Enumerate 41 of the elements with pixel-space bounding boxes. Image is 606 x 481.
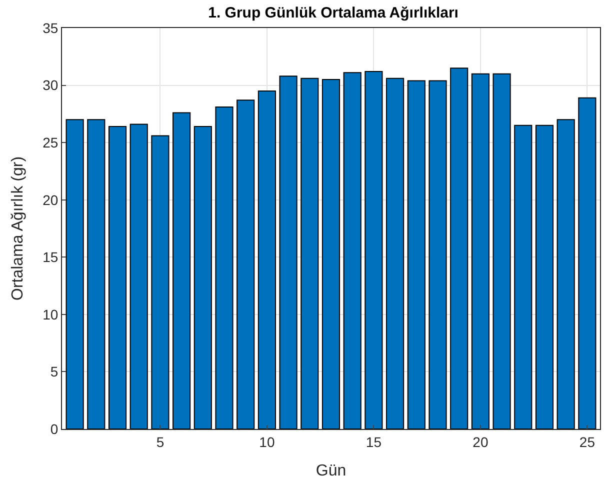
bar [450,68,468,429]
y-tick-label: 10 [42,306,58,322]
bar [428,80,447,429]
bar [556,119,575,429]
bar [407,80,426,429]
bar [236,100,255,429]
bar [343,72,362,429]
x-tick-label: 5 [156,434,164,450]
bar [279,76,298,429]
y-axis-title: Ortalama Ağırlık (gr) [10,156,27,301]
x-axis-title: Gün [316,462,346,480]
bar [514,124,532,429]
y-tick-label: 35 [42,20,58,36]
y-tick-label: 25 [42,134,58,150]
bar [492,73,511,429]
bar [364,71,383,429]
bar [130,124,148,429]
chart-title: 1. Grup Günlük Ortalama Ağırlıkları [208,4,458,22]
bar [151,135,170,429]
y-tick-label: 0 [50,420,58,437]
x-tick-label: 20 [472,434,488,450]
x-tick-label: 15 [366,434,382,450]
y-tick-label: 5 [50,364,58,380]
y-tick-label: 20 [42,192,58,208]
bar [535,124,554,429]
bar [66,119,84,429]
bar [194,126,212,429]
bar [87,119,106,429]
bar [322,79,340,429]
bar [172,112,191,429]
bar [215,106,234,429]
bar [108,126,127,429]
y-tick-label: 30 [42,77,58,94]
x-tick-label: 25 [579,434,596,450]
bar [300,78,319,429]
bar [578,97,596,429]
bar [258,90,276,429]
bar [471,73,490,429]
bar [386,78,404,429]
x-tick-label: 10 [259,434,275,450]
y-tick-label: 15 [42,249,58,266]
